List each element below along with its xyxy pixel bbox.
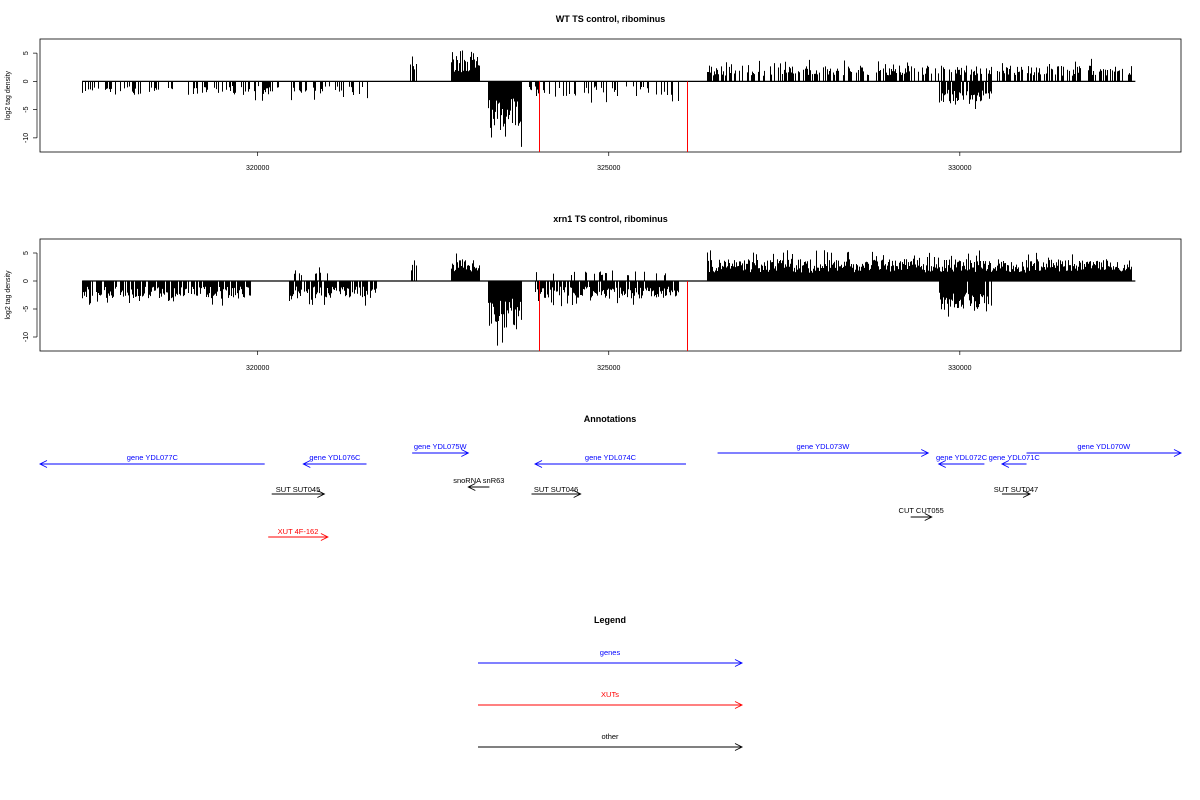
annotations-title: Annotations [584, 414, 637, 424]
feature-label: gene YDL070W [1077, 442, 1131, 451]
legend-item: XUTs [478, 690, 744, 709]
feature-arrowhead [302, 460, 311, 468]
chart-title: WT TS control, ribominus [556, 14, 666, 24]
legend-arrowhead [734, 659, 744, 667]
legend-arrowhead [734, 701, 744, 709]
feature-gene: gene YDL074C [534, 453, 686, 468]
feature-label: SUT SUT045 [276, 485, 320, 494]
feature-other: SUT SUT045 [271, 485, 326, 498]
feature-label: SUT SUT047 [994, 485, 1038, 494]
y-axis-label: log2 tag density [5, 70, 12, 120]
x-tick-label: 330000 [948, 165, 971, 172]
feature-arrowhead [924, 513, 933, 521]
y-tick-label: -10 [23, 332, 30, 342]
feature-arrowhead [1022, 490, 1032, 498]
legend-label: genes [600, 648, 621, 657]
legend-title: Legend [594, 615, 626, 625]
feature-arrowhead [1000, 460, 1010, 468]
density-bars [82, 50, 1132, 147]
y-tick-label: 5 [23, 251, 30, 255]
feature-label: gene YDL072C [936, 453, 988, 462]
feature-other: SUT SUT047 [994, 485, 1038, 498]
feature-gene: gene YDL077C [38, 453, 265, 468]
plot-frame [39, 238, 1182, 352]
legend-panel: Legend genes XUTs other [478, 615, 744, 751]
feature-label: SUT SUT046 [534, 485, 578, 494]
feature-arrowhead [534, 460, 543, 468]
density-bars [82, 250, 1132, 346]
x-tick-label: 325000 [597, 365, 620, 372]
x-tick-label: 330000 [948, 365, 971, 372]
y-tick-label: 5 [23, 51, 30, 55]
feature-label: gene YDL073W [796, 442, 850, 451]
feature-label: CUT CUT055 [899, 506, 944, 515]
feature-label: snoRNA snR63 [453, 476, 504, 485]
y-tick-label: -5 [23, 306, 30, 312]
feature-gene: gene YDL070W [1026, 442, 1183, 457]
feature-arrowhead [921, 449, 930, 457]
x-tick-label: 320000 [246, 365, 269, 372]
feature-arrowhead [467, 483, 476, 491]
plot-frame [39, 38, 1182, 153]
feature-other: SUT SUT046 [531, 485, 582, 498]
feature-gene: gene YDL076C [302, 453, 367, 468]
legend-item: other [478, 732, 744, 751]
y-tick-label: -5 [23, 106, 30, 112]
y-axis-label: log2 tag density [5, 270, 12, 320]
legend-label: other [601, 732, 619, 741]
track-panel-wt: WT TS control, ribominus -10 -5 0 5 log2 tag … [5, 14, 1182, 172]
feature-arrowhead [937, 460, 946, 468]
feature-arrowhead [461, 449, 470, 457]
feature-label: gene YDL071C [989, 453, 1041, 462]
feature-label: gene YDL076C [309, 453, 361, 462]
legend-label: XUTs [601, 690, 619, 699]
legend-item: genes [478, 648, 744, 667]
feature-label: XUT 4F-162 [278, 527, 319, 536]
feature-label: gene YDL077C [127, 453, 179, 462]
feature-gene: gene YDL071C [989, 453, 1041, 468]
feature-arrowhead [320, 533, 329, 541]
feature-arrowhead [317, 490, 326, 498]
x-tick-label: 325000 [597, 165, 620, 172]
y-tick-label: -10 [23, 133, 30, 143]
y-tick-label: 0 [23, 279, 30, 283]
chart-title: xrn1 TS control, ribominus [553, 214, 668, 224]
feature-label: gene YDL075W [414, 442, 468, 451]
y-tick-label: 0 [23, 79, 30, 83]
annotations-panel: Annotations gene YDL077C gene YDL076C gene … [38, 414, 1183, 541]
feature-label: gene YDL074C [585, 453, 637, 462]
x-tick-label: 320000 [246, 165, 269, 172]
legend-arrowhead [734, 743, 744, 751]
track-panel-xrn1: xrn1 TS control, ribominus -10 -5 0 5 log2 ta… [5, 214, 1182, 372]
feature-other: snoRNA snR63 [453, 476, 504, 491]
feature-xut: XUT 4F-162 [268, 527, 329, 541]
feature-gene: gene YDL072C [936, 453, 988, 468]
feature-gene: gene YDL075W [412, 442, 470, 457]
feature-arrowhead [573, 490, 582, 498]
feature-gene: gene YDL073W [717, 442, 930, 457]
feature-arrowhead [38, 460, 48, 468]
feature-other: CUT CUT055 [899, 506, 944, 521]
feature-arrowhead [1173, 449, 1183, 457]
